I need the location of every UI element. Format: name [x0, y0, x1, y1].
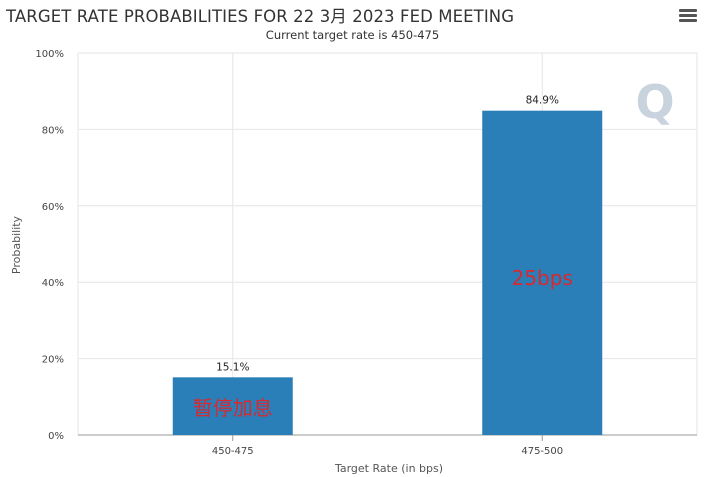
grid-lines [77, 52, 698, 436]
y-axis-ticks: 0% 20% 40% 60% 80% 100% [35, 49, 64, 442]
bar-450-475[interactable] [172, 377, 293, 435]
watermark-text: Q [635, 75, 674, 129]
bar-annotation: 暂停加息 [193, 396, 273, 420]
y-tick-label: 100% [35, 49, 64, 60]
chart-subtitle: Current target rate is 450-475 [265, 28, 440, 42]
x-tick-label: 450-475 [212, 446, 254, 457]
watermark-logo: Q [635, 75, 674, 129]
y-tick-label: 40% [42, 278, 64, 289]
y-axis-title: Probability [10, 215, 23, 274]
bar-475-500[interactable] [482, 110, 603, 435]
y-tick-label: 60% [42, 202, 64, 213]
x-tick-label: 475-500 [521, 446, 563, 457]
data-label: 84.9% [526, 95, 559, 107]
bar-annotation: 25bps [512, 266, 573, 290]
data-label: 15.1% [216, 361, 249, 373]
hamburger-menu-icon[interactable] [679, 9, 697, 25]
y-tick-label: 80% [42, 125, 64, 136]
y-tick-label: 0% [48, 431, 64, 442]
bars: 15.1% 暂停加息 84.9% 25bps [172, 95, 603, 435]
chart-title: TARGET RATE PROBABILITIES FOR 22 3月 2023… [6, 7, 515, 26]
x-axis-ticks: 450-475 475-500 [212, 435, 563, 457]
x-axis-title: Target Rate (in bps) [334, 462, 443, 475]
y-tick-label: 20% [42, 355, 64, 366]
